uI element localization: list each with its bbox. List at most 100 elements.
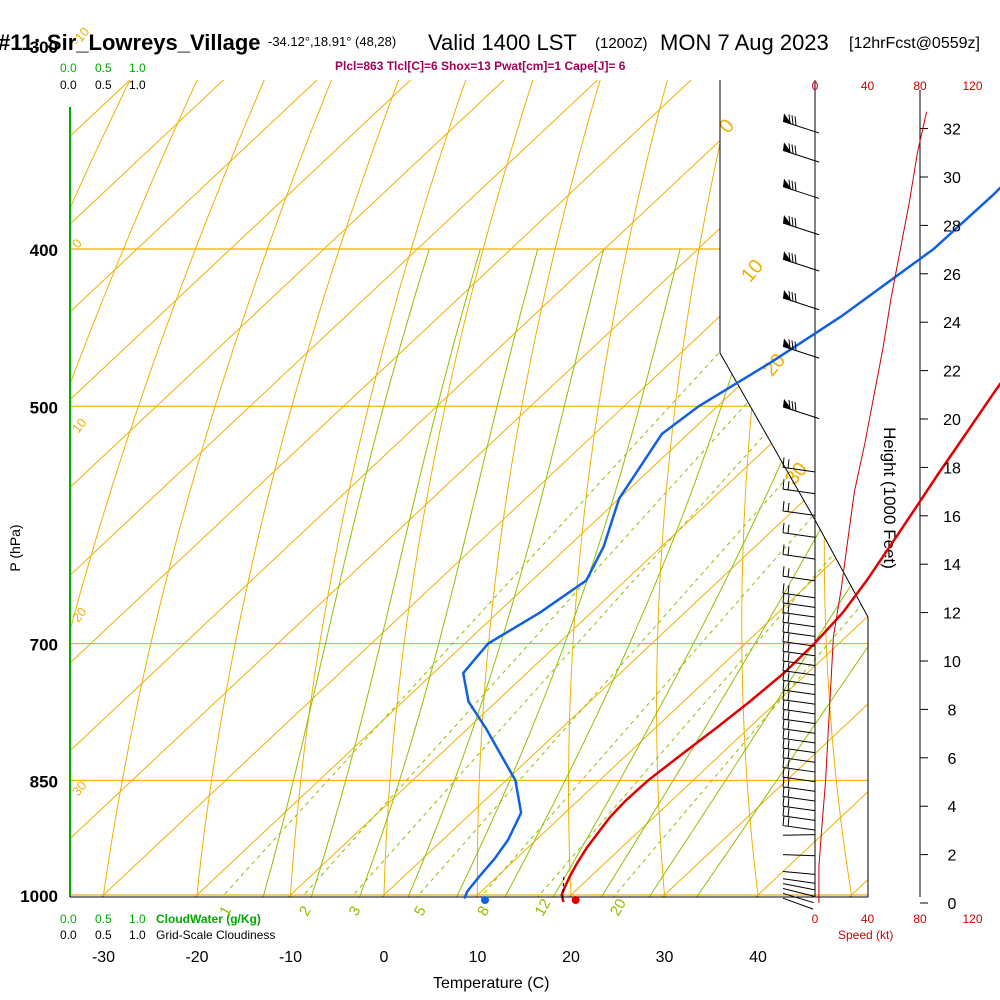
wind-barb-feather [782,738,785,749]
y-axis-label: P (hPa) [7,524,23,571]
isotherm-line [70,80,771,897]
wind-barb-feather [787,623,790,634]
height-tick-label: 28 [943,218,961,235]
bottom-cloudiness-scale: 0.0 0.5 1.0 Grid-Scale Cloudiness [60,928,275,942]
isotherm-line [70,80,304,897]
wind-barb-feather [787,594,790,604]
wind-barb-feather [782,631,785,642]
wind-barb-staff [782,883,815,891]
bot-cl-label: Grid-Scale Cloudiness [156,928,275,942]
moist-adiabat [346,248,539,897]
wind-barb-feather [794,181,797,191]
height-tick-label: 8 [948,702,957,719]
wind-barb-feather [782,796,785,807]
speed-tick-top: 80 [913,79,927,93]
wind-barb-feather [791,144,794,154]
speed-tick-bottom: 40 [861,912,875,926]
wind-barb-feather [782,583,785,594]
wind-barb-feather [794,254,797,264]
forecast-date: MON 7 Aug 2023 [660,30,829,55]
wind-barb-feather [782,479,785,490]
forecast-run: [12hrFcst@0559z] [849,35,980,52]
mixing-ratio-label: 12 [531,896,554,919]
wind-barb-feather [794,292,797,303]
profiles [461,186,1000,904]
pressure-tick-1000: 1000 [20,887,58,906]
top-cw-tick-1: 0.5 [95,61,112,75]
station-title: #11: Sir_Lowreys_Village [0,30,261,55]
isotherm-line [70,80,865,897]
height-tick-label: 20 [943,412,961,429]
dry-adiabat [98,80,401,897]
wind-barb-feather [782,815,785,826]
sounding-indices: Plcl=863 Tlcl[C]=6 Shox=13 Pwat[cm]=1 Ca… [335,59,626,73]
height-tick-label: 32 [943,122,961,139]
wind-barb-feather [787,778,790,788]
wind-barb-feather [791,180,794,190]
wind-barb-feather [782,457,785,468]
wind-barb-feather [787,711,790,721]
bot-cw-tick-1: 0.5 [95,912,112,926]
wind-barb-feather [791,216,794,227]
moist-adiabats [253,248,868,897]
temp-tick: -20 [185,949,208,966]
wind-barb-feather [787,672,790,682]
wind-barb-feather [787,585,790,595]
bottom-cloudwater-scale: 0.0 0.5 1.0 CloudWater (g/Kg) [60,912,261,926]
wind-barb-feather [791,115,794,125]
wind-barb-feather [787,798,790,808]
wind-barb-feather [782,592,785,603]
pressure-tick-700: 700 [30,636,58,655]
wind-barbs [782,113,820,910]
wind-barb-feather [788,114,791,124]
moist-adiabat [627,248,868,897]
temp-tick: 0 [380,949,389,966]
dry-adiabat [476,80,653,897]
bot-cw-tick-0: 0.0 [60,912,77,926]
dry-adiabat [70,80,275,897]
wind-barb-staff [782,834,816,836]
pressure-tick-850: 850 [30,772,58,791]
wind-barb-feather [788,290,791,301]
surface-temp-marker [571,896,580,904]
moist-adiabat [674,248,868,897]
height-tick-label: 16 [943,509,961,526]
wind-barb-feather [787,817,790,827]
wind-barb-feather [787,459,790,469]
wind-barb-staff [782,878,815,884]
top-cw-tick-2: 1.0 [129,61,146,75]
temp-tick: -30 [92,949,115,966]
temp-tick: -10 [279,949,302,966]
isotherm-line [70,80,491,897]
wind-barb-feather [788,399,791,409]
bot-cw-label: CloudWater (g/Kg) [156,912,261,926]
wind-barb-feather [782,786,785,797]
temp-tick: 20 [562,949,580,966]
wind-barb-feather [788,252,791,262]
height-tick-label: 14 [943,557,961,574]
wind-barb-feather [787,749,790,759]
wind-barb-feather [782,670,785,681]
wind-barb-feather [782,767,785,778]
speed-tick-bottom: 0 [812,912,819,926]
top-cl-tick-1: 0.5 [95,78,112,92]
wind-barb-feather [791,340,794,350]
axis-ticks: 2503004005007008501000-30-20-10010203040… [20,38,961,966]
wind-barb-feather [794,217,797,228]
height-axis-label: Height (1000 Feet) [880,427,899,569]
wind-barb-staff [782,892,814,904]
moist-adiabat [253,248,430,897]
wind-barb-feather [787,759,790,769]
valid-time: Valid 1400 LST [428,30,577,55]
dry-adiabat [70,80,338,897]
mixing-ratio-line [192,266,799,897]
dry-adiabat [656,80,779,897]
top-cloudwater-scale: 0.0 0.5 1.0 [60,61,146,75]
speed-tick-top: 40 [861,79,875,93]
temp-tick: 10 [469,949,487,966]
moist-adiabat [580,248,868,897]
speed-tick-top: 120 [962,79,982,93]
wind-barb-feather [787,681,790,692]
wind-barb-staff [782,897,814,910]
